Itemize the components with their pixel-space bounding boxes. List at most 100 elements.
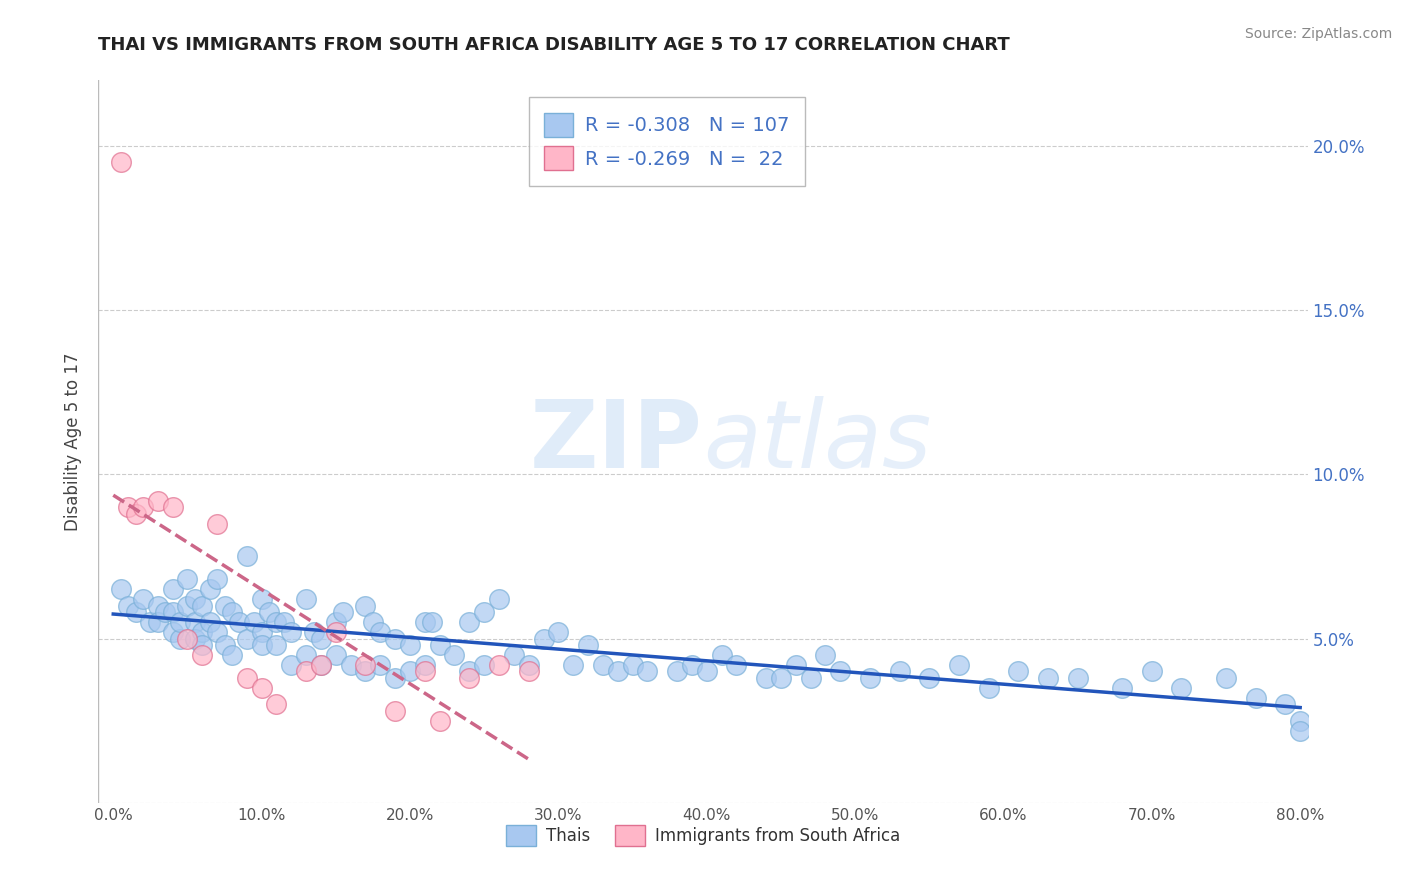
Point xyxy=(517,665,540,679)
Point xyxy=(295,665,318,679)
Point xyxy=(384,704,406,718)
Point xyxy=(458,671,481,685)
Point xyxy=(325,625,347,640)
Point xyxy=(250,681,273,695)
Point xyxy=(325,648,347,662)
Point xyxy=(162,500,184,515)
Point xyxy=(725,657,748,672)
Point xyxy=(191,648,214,662)
Point xyxy=(814,648,837,662)
Point xyxy=(889,665,911,679)
Point xyxy=(295,592,318,607)
Point xyxy=(184,632,207,646)
Point xyxy=(139,615,162,630)
Point xyxy=(977,681,1000,695)
Point xyxy=(533,632,555,646)
Point xyxy=(1274,698,1296,712)
Point xyxy=(472,657,495,672)
Point xyxy=(429,714,451,728)
Point xyxy=(800,671,823,685)
Point xyxy=(295,648,318,662)
Point xyxy=(191,599,214,613)
Point xyxy=(429,638,451,652)
Point xyxy=(458,665,481,679)
Point xyxy=(214,638,236,652)
Point xyxy=(413,615,436,630)
Point xyxy=(1289,714,1312,728)
Point xyxy=(243,615,266,630)
Point xyxy=(266,698,288,712)
Point xyxy=(221,648,243,662)
Point xyxy=(443,648,465,662)
Point xyxy=(162,605,184,619)
Point xyxy=(666,665,689,679)
Point xyxy=(562,657,585,672)
Point xyxy=(302,625,325,640)
Point xyxy=(221,605,243,619)
Text: ZIP: ZIP xyxy=(530,395,703,488)
Point xyxy=(1289,723,1312,738)
Point xyxy=(309,632,332,646)
Point xyxy=(488,592,510,607)
Point xyxy=(184,615,207,630)
Point xyxy=(384,632,406,646)
Point xyxy=(236,671,259,685)
Point xyxy=(1007,665,1029,679)
Point xyxy=(146,493,169,508)
Point xyxy=(859,671,882,685)
Point xyxy=(384,671,406,685)
Point xyxy=(368,657,391,672)
Point xyxy=(250,625,273,640)
Point xyxy=(592,657,614,672)
Point xyxy=(488,657,510,672)
Point xyxy=(266,615,288,630)
Text: Source: ZipAtlas.com: Source: ZipAtlas.com xyxy=(1244,27,1392,41)
Point xyxy=(354,665,377,679)
Point xyxy=(1244,690,1267,705)
Point xyxy=(228,615,250,630)
Point xyxy=(1036,671,1059,685)
Point xyxy=(361,615,384,630)
Point xyxy=(236,632,259,646)
Point xyxy=(236,549,259,564)
Point xyxy=(1140,665,1163,679)
Point xyxy=(681,657,703,672)
Point xyxy=(205,573,228,587)
Point xyxy=(146,599,169,613)
Point xyxy=(785,657,807,672)
Point xyxy=(191,638,214,652)
Point xyxy=(176,599,198,613)
Point xyxy=(339,657,361,672)
Point xyxy=(169,632,191,646)
Point xyxy=(458,615,481,630)
Point xyxy=(184,592,207,607)
Point xyxy=(162,582,184,597)
Point xyxy=(309,657,332,672)
Point xyxy=(517,657,540,672)
Text: THAI VS IMMIGRANTS FROM SOUTH AFRICA DISABILITY AGE 5 TO 17 CORRELATION CHART: THAI VS IMMIGRANTS FROM SOUTH AFRICA DIS… xyxy=(98,36,1010,54)
Point xyxy=(830,665,852,679)
Y-axis label: Disability Age 5 to 17: Disability Age 5 to 17 xyxy=(65,352,83,531)
Point xyxy=(413,657,436,672)
Point xyxy=(176,573,198,587)
Point xyxy=(124,507,146,521)
Point xyxy=(280,625,302,640)
Point xyxy=(502,648,524,662)
Point xyxy=(368,625,391,640)
Point xyxy=(399,665,422,679)
Point xyxy=(124,605,146,619)
Point xyxy=(110,155,132,169)
Point xyxy=(153,605,176,619)
Point xyxy=(146,615,169,630)
Point xyxy=(132,500,155,515)
Point xyxy=(1215,671,1237,685)
Point xyxy=(606,665,628,679)
Point xyxy=(191,625,214,640)
Point xyxy=(198,615,221,630)
Point xyxy=(696,665,718,679)
Point xyxy=(710,648,733,662)
Point xyxy=(132,592,155,607)
Point xyxy=(273,615,295,630)
Point xyxy=(769,671,792,685)
Point xyxy=(117,500,139,515)
